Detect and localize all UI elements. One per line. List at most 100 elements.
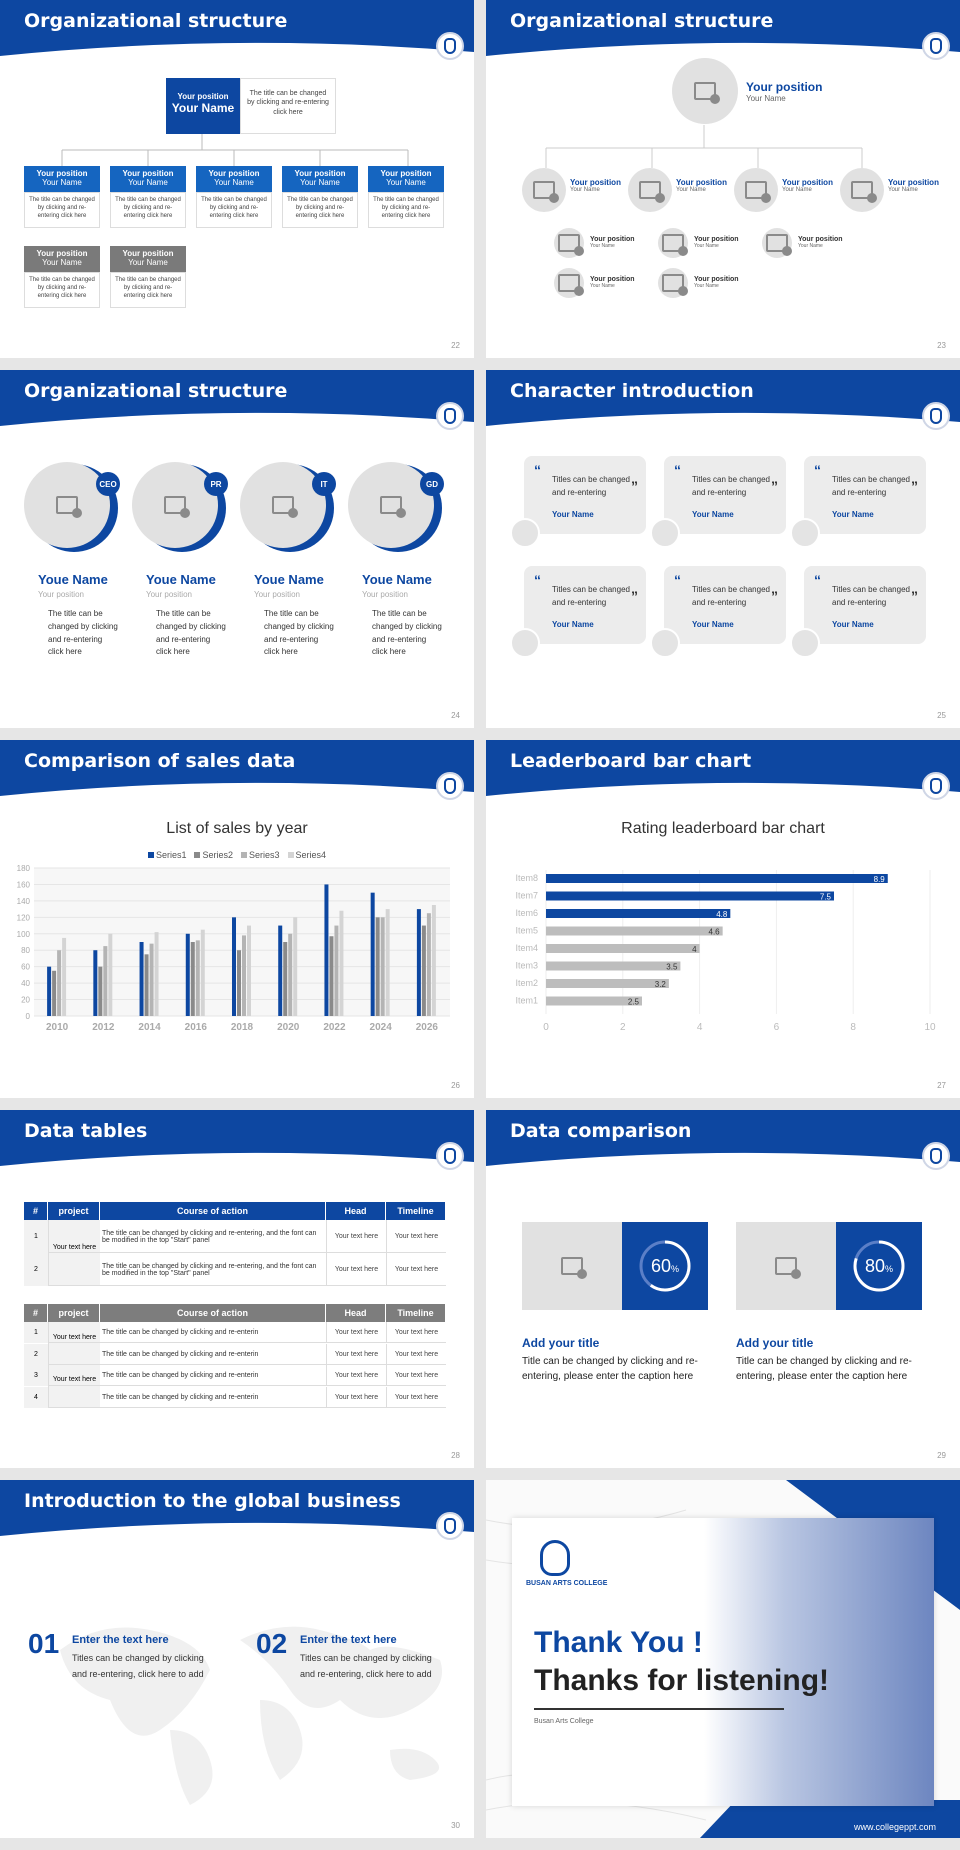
bar xyxy=(185,933,190,1016)
node-name: Your Name xyxy=(386,178,426,187)
data-label: 8.9 xyxy=(874,875,886,884)
image-placeholder[interactable] xyxy=(762,228,792,258)
image-placeholder[interactable] xyxy=(522,1222,622,1310)
node-name: Your Name xyxy=(300,178,340,187)
bar xyxy=(47,966,52,1016)
testimonial-card[interactable]: “ ” Titles can be changed and re-entering Y… xyxy=(664,456,786,534)
card-name: Your Name xyxy=(832,510,874,519)
image-placeholder[interactable] xyxy=(840,168,884,212)
row-head: Your text here xyxy=(326,1220,386,1253)
legend-item: Series3 xyxy=(241,850,280,860)
data-label: 3.5 xyxy=(666,963,678,972)
bar xyxy=(546,961,681,971)
slide-27[interactable]: Leaderboard bar chart Rating leaderboard… xyxy=(486,740,960,1098)
org-connectors xyxy=(545,125,863,168)
legend-swatch xyxy=(287,852,294,858)
image-placeholder[interactable] xyxy=(554,228,584,258)
role-badge: CEO xyxy=(96,472,120,496)
person-name: Your Name xyxy=(694,243,719,249)
image-placeholder[interactable] xyxy=(736,1222,836,1310)
data-label: 4 xyxy=(692,945,697,954)
image-placeholder[interactable] xyxy=(24,462,110,548)
bar xyxy=(546,944,700,953)
testimonial-card[interactable]: “ ” Titles can be changed and re-entering Y… xyxy=(524,456,646,534)
image-placeholder[interactable] xyxy=(734,168,778,212)
person-name: Your Name xyxy=(798,243,823,249)
project-cell: Your text here xyxy=(48,1322,100,1364)
slide-23[interactable]: Organizational structure Your position Y… xyxy=(486,0,960,358)
image-placeholder[interactable] xyxy=(554,268,584,298)
row-number: 2 xyxy=(24,1253,48,1286)
top-node[interactable]: Your position Your Name xyxy=(166,78,240,134)
slide-22[interactable]: Organizational structure Your position Y… xyxy=(0,0,474,358)
person-name: Youe Name xyxy=(38,572,108,587)
y-tick-label: 140 xyxy=(17,897,31,906)
bar xyxy=(195,940,200,1016)
y-tick-label: Item8 xyxy=(515,873,538,883)
org-node[interactable]: Your position Your Name xyxy=(24,166,100,192)
org-node[interactable]: Your position Your Name xyxy=(24,246,100,272)
node-position: Your position xyxy=(122,169,174,178)
slide-24[interactable]: Organizational structure CEO Youe Name You… xyxy=(0,370,474,728)
image-icon xyxy=(380,496,406,518)
image-placeholder[interactable] xyxy=(658,268,688,298)
table-header-cell: Course of action xyxy=(100,1202,326,1220)
image-placeholder[interactable] xyxy=(348,462,434,548)
quote-close-icon: ” xyxy=(631,588,638,604)
data-label: 2.5 xyxy=(628,998,640,1007)
image-placeholder[interactable] xyxy=(628,168,672,212)
node-position: Your position xyxy=(380,169,432,178)
slide-31[interactable]: BUSAN ARTS COLLEGE Thank You ! Thanks fo… xyxy=(486,1480,960,1838)
slide-header xyxy=(0,1480,474,1540)
bar xyxy=(385,909,390,1016)
testimonial-card[interactable]: “ ” Titles can be changed and re-entering Y… xyxy=(524,566,646,644)
node-name: Your Name xyxy=(42,178,82,187)
org-node[interactable]: Your position Your Name xyxy=(196,166,272,192)
node-position: Your position xyxy=(36,169,88,178)
testimonial-card[interactable]: “ ” Titles can be changed and re-entering Y… xyxy=(664,566,786,644)
college-logo-icon xyxy=(436,402,464,430)
slide-28[interactable]: Data tables # project Course of action Head… xyxy=(0,1110,474,1468)
legend-swatch xyxy=(241,852,247,858)
logo-text: BUSAN ARTS COLLEGE xyxy=(526,1580,608,1587)
thanks-listening-text: Thanks for listening! xyxy=(534,1664,830,1697)
bar xyxy=(200,929,205,1016)
card-name: Your Name xyxy=(692,510,734,519)
slide-25[interactable]: Character introduction “” Titles can be c… xyxy=(486,370,960,728)
row-timeline: Your text here xyxy=(386,1253,446,1286)
x-tick-label: 8 xyxy=(850,1022,856,1033)
y-tick-label: 0 xyxy=(26,1012,31,1021)
table-header-cell: Head xyxy=(326,1304,386,1322)
page-number: 26 xyxy=(451,1081,460,1090)
org-node[interactable]: Your position Your Name xyxy=(368,166,444,192)
x-tick-label: 2018 xyxy=(231,1022,254,1033)
quote-open-icon: “ xyxy=(674,462,681,478)
row-timeline: Your text here xyxy=(386,1386,446,1408)
slide-title: Leaderboard bar chart xyxy=(510,750,752,772)
website-link[interactable]: www.collegeppt.com xyxy=(853,1822,936,1832)
image-placeholder[interactable] xyxy=(522,168,566,212)
slide-26[interactable]: Comparison of sales data List of sales b… xyxy=(0,740,474,1098)
image-icon xyxy=(775,1257,801,1279)
image-placeholder[interactable] xyxy=(132,462,218,548)
data-label: 3.2 xyxy=(655,980,667,989)
org-node[interactable]: Your position Your Name xyxy=(282,166,358,192)
y-tick-label: 20 xyxy=(21,996,30,1005)
slide-title: Organizational structure xyxy=(24,10,288,32)
y-tick-label: Item4 xyxy=(515,943,538,953)
image-placeholder[interactable] xyxy=(672,58,738,124)
percent-symbol: % xyxy=(671,1264,680,1274)
slide-30[interactable]: Introduction to the global business 01 En… xyxy=(0,1480,474,1838)
org-node[interactable]: Your position Your Name xyxy=(110,246,186,272)
slide-29[interactable]: Data comparison 60% Add your title Title c… xyxy=(486,1110,960,1468)
testimonial-card[interactable]: “ ” Titles can be changed and re-entering Y… xyxy=(804,566,926,644)
node-desc: The title can be changed by clicking and… xyxy=(110,272,186,308)
image-icon xyxy=(662,234,688,256)
testimonial-card[interactable]: “ ” Titles can be changed and re-entering Y… xyxy=(804,456,926,534)
image-placeholder[interactable] xyxy=(240,462,326,548)
image-icon xyxy=(272,496,298,518)
card-text: Titles can be changed and re-entering xyxy=(552,585,630,607)
image-placeholder[interactable] xyxy=(658,228,688,258)
legend-swatch xyxy=(194,852,201,858)
org-node[interactable]: Your position Your Name xyxy=(110,166,186,192)
